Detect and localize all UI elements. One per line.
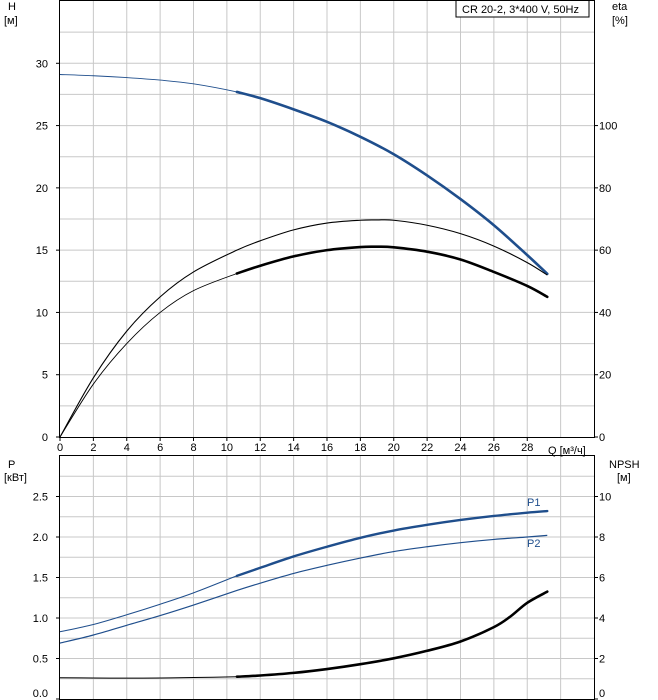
x-tick-label: 10 bbox=[221, 442, 233, 454]
upper-grid bbox=[60, 1, 594, 437]
lower-series bbox=[59, 509, 549, 679]
series-eta_outer-line bbox=[59, 219, 548, 438]
lower-y2-tick-label: 10 bbox=[599, 492, 611, 504]
upper-y-tick-label: 0 bbox=[42, 432, 48, 444]
series-P1-duty-line bbox=[235, 509, 549, 578]
upper-y-tick-label: 10 bbox=[36, 307, 48, 319]
upper-y-tick-label: 5 bbox=[42, 370, 48, 382]
upper-y2-tick-label: 100 bbox=[599, 121, 617, 133]
upper-y2-tick-label: 60 bbox=[599, 245, 611, 257]
x-tick-label: 6 bbox=[157, 442, 163, 454]
lower-y2-tick-label: 4 bbox=[599, 613, 605, 625]
upper-y2-axis-unit: [%] bbox=[612, 15, 628, 27]
upper-y2-tick-label: 0 bbox=[599, 432, 605, 444]
lower-y-axis-title: P bbox=[8, 459, 15, 471]
series-label-p2: P2 bbox=[527, 538, 540, 550]
lower-y2-axis-unit: [м] bbox=[617, 472, 631, 484]
x-tick-label: 12 bbox=[254, 442, 266, 454]
x-tick-label: 16 bbox=[321, 442, 333, 454]
x-tick-label: 22 bbox=[421, 442, 433, 454]
lower-y2-tick-label: 2 bbox=[599, 654, 605, 666]
upper-y2-axis-title: eta bbox=[612, 1, 628, 13]
x-tick-label: 0 bbox=[57, 442, 63, 454]
series-eta_inner-duty-line bbox=[235, 245, 549, 299]
series-head-duty-line bbox=[235, 90, 549, 276]
x-axis-title: Q [м³/ч] bbox=[548, 445, 586, 457]
x-tick-label: 24 bbox=[454, 442, 466, 454]
upper-y-tick-label: 15 bbox=[36, 245, 48, 257]
lower-y-axis-unit: [кВт] bbox=[4, 472, 27, 484]
lower-y-tick-label: 1.5 bbox=[33, 573, 48, 585]
lower-y-tick-label: 2.0 bbox=[33, 532, 48, 544]
lower-y2-tick-label: 8 bbox=[599, 532, 605, 544]
upper-y2-tick-label: 40 bbox=[599, 307, 611, 319]
lower-y2-tick-label: 6 bbox=[599, 573, 605, 585]
upper-y-tick-label: 25 bbox=[36, 121, 48, 133]
upper-series bbox=[59, 74, 549, 438]
x-tick-label: 8 bbox=[190, 442, 196, 454]
lower-y2-axis-title: NPSH bbox=[609, 459, 640, 471]
x-tick-label: 18 bbox=[354, 442, 366, 454]
lower-y-tick-label: 2.5 bbox=[33, 492, 48, 504]
lower-y-tick-label: 0.5 bbox=[33, 654, 48, 666]
x-tick-label: 2 bbox=[90, 442, 96, 454]
chart-title: CR 20-2, 3*400 V, 50Hz bbox=[462, 4, 579, 16]
upper-y2-tick-label: 20 bbox=[599, 370, 611, 382]
upper-y-axis-title: H bbox=[8, 1, 16, 13]
upper-plot-frame bbox=[59, 0, 595, 438]
title-box bbox=[455, 0, 590, 18]
upper-y-axis-unit: [м] bbox=[4, 15, 18, 27]
series-P2-line bbox=[59, 534, 548, 644]
x-tick-label: 20 bbox=[388, 442, 400, 454]
upper-y-tick-label: 30 bbox=[36, 58, 48, 70]
series-label-p1: P1 bbox=[527, 497, 540, 509]
lower-y-tick-label: 1.0 bbox=[33, 613, 48, 625]
upper-y2-tick-label: 80 bbox=[599, 183, 611, 195]
lower-y2-tick-label: 0 bbox=[599, 688, 605, 700]
x-tick-label: 26 bbox=[488, 442, 500, 454]
upper-y-tick-label: 20 bbox=[36, 183, 48, 195]
series-NPSH-duty-line bbox=[235, 590, 549, 679]
x-tick-label: 14 bbox=[288, 442, 300, 454]
lower-y-tick-label: 0.0 bbox=[33, 688, 48, 700]
x-tick-label: 28 bbox=[521, 442, 533, 454]
x-tick-label: 4 bbox=[124, 442, 130, 454]
